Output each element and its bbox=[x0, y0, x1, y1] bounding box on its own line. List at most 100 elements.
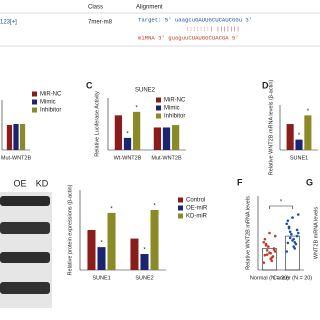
point bbox=[287, 226, 291, 230]
bar bbox=[162, 127, 171, 150]
legend-swatch bbox=[32, 91, 37, 97]
point bbox=[263, 253, 267, 257]
legend-label: Mimic bbox=[40, 100, 56, 106]
point bbox=[272, 248, 276, 251]
blot-band bbox=[0, 282, 50, 294]
bar bbox=[19, 124, 26, 150]
significance: * bbox=[143, 248, 146, 254]
legend-label: Mimic bbox=[164, 106, 180, 112]
point bbox=[293, 240, 297, 244]
point bbox=[268, 231, 271, 235]
legend-label: Inhibitor bbox=[40, 108, 61, 114]
panel-letter: C bbox=[86, 80, 93, 90]
y-axis-label: Relative Luciferase Activity bbox=[94, 91, 100, 157]
y-axis-label: Relative protein expressions (β-actin) bbox=[67, 184, 73, 275]
significance: * bbox=[298, 133, 301, 139]
x-tick-label: Cancer (N = 20) bbox=[273, 275, 312, 281]
point bbox=[264, 244, 268, 247]
x-tick-label: SUNE1 bbox=[290, 155, 308, 161]
bar bbox=[107, 212, 116, 270]
blot-band bbox=[0, 196, 50, 206]
panel-letter: G bbox=[306, 177, 313, 187]
legend-label: Inhibitor bbox=[164, 114, 185, 120]
point bbox=[267, 245, 270, 248]
chart-title: SUNE2 bbox=[135, 88, 156, 94]
point bbox=[265, 253, 269, 256]
point bbox=[285, 222, 289, 226]
bar bbox=[295, 139, 303, 150]
bar bbox=[114, 115, 123, 150]
sig-bracket bbox=[269, 205, 293, 209]
bar bbox=[130, 238, 139, 270]
point bbox=[292, 237, 295, 241]
y-axis-label: Relative WNT2B mRNA levels bbox=[245, 196, 251, 270]
significance: * bbox=[307, 109, 310, 115]
table-header: Alignment bbox=[136, 5, 163, 11]
bar bbox=[140, 254, 149, 270]
mean-bar bbox=[262, 248, 277, 271]
blot-band bbox=[0, 222, 50, 234]
bar bbox=[97, 247, 106, 270]
significance: * bbox=[153, 204, 156, 210]
legend-label: MiR-NC bbox=[164, 98, 186, 104]
table-header: Class bbox=[88, 5, 103, 11]
legend-swatch bbox=[156, 113, 161, 119]
point bbox=[265, 248, 269, 252]
legend-swatch bbox=[178, 197, 183, 203]
bar bbox=[304, 115, 312, 150]
y-axis-label: WNT2B mRNA levels bbox=[313, 207, 319, 260]
panel-letter: F bbox=[237, 177, 243, 187]
point bbox=[262, 240, 266, 244]
significance: * bbox=[110, 206, 113, 212]
point bbox=[294, 242, 298, 246]
point bbox=[293, 247, 297, 250]
blot-band bbox=[0, 252, 50, 263]
legend-label: OE-miR bbox=[186, 206, 208, 212]
legend-label: MiR-NC bbox=[40, 92, 62, 98]
point bbox=[290, 232, 293, 236]
point bbox=[271, 255, 275, 258]
point bbox=[296, 231, 300, 235]
x-tick-label: Mut-WNT2B bbox=[1, 155, 32, 161]
table-bg bbox=[0, 0, 320, 48]
significance: * bbox=[280, 200, 283, 206]
point bbox=[295, 234, 299, 238]
legend-swatch bbox=[32, 99, 37, 105]
legend-swatch bbox=[178, 205, 183, 211]
point bbox=[288, 230, 292, 234]
x-tick-label: Normal (N = 20) bbox=[250, 275, 289, 281]
x-tick-label: Wt-WNT2B bbox=[114, 155, 142, 161]
site-class: 7mer-m8 bbox=[88, 20, 113, 26]
point bbox=[286, 241, 290, 245]
bar bbox=[171, 125, 180, 150]
y-axis-label: Relative WNT2B mRNA levels (β-actin) bbox=[268, 80, 274, 176]
point bbox=[296, 213, 300, 216]
legend-swatch bbox=[32, 107, 37, 113]
legend-label: Control bbox=[186, 198, 205, 204]
significance: * bbox=[135, 105, 138, 111]
point bbox=[286, 219, 290, 222]
point bbox=[273, 234, 277, 238]
point bbox=[262, 261, 266, 264]
panel-letter: D bbox=[262, 80, 269, 90]
bar bbox=[13, 124, 19, 150]
legend-swatch bbox=[178, 213, 183, 219]
mirna-seq: miRNA 3' guaguuCUAUGGCUACGA 5' bbox=[138, 34, 239, 41]
point bbox=[285, 250, 289, 253]
x-tick-label: SUNE2 bbox=[135, 275, 153, 281]
bar bbox=[150, 210, 159, 270]
legend-label: KD-miR bbox=[186, 214, 208, 220]
point bbox=[288, 236, 292, 240]
point bbox=[291, 216, 294, 219]
point bbox=[263, 237, 267, 241]
mean-bar bbox=[285, 235, 300, 271]
target-seq: Target: 5' uaagcuGAUUGCUCAUCGGu 3' bbox=[138, 16, 252, 23]
bar bbox=[6, 125, 13, 150]
blot-label: KD bbox=[36, 178, 49, 188]
bar bbox=[286, 124, 294, 150]
significance: * bbox=[126, 131, 129, 137]
blot-label: OE bbox=[13, 178, 26, 188]
bar bbox=[87, 230, 96, 270]
legend-swatch bbox=[156, 97, 161, 103]
